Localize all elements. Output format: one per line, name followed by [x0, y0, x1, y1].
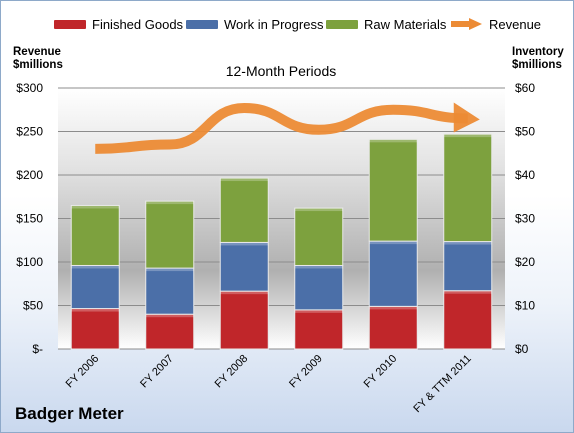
bar-segment [368, 138, 418, 242]
bar-highlight [220, 242, 269, 246]
bar-segment [70, 204, 120, 266]
legend-label: Finished Goods [92, 16, 184, 32]
right-tick-label: $50 [515, 125, 535, 139]
left-tick-label: $300 [16, 81, 43, 95]
bar-highlight [369, 241, 418, 245]
legend-raw-materials: Raw Materials [326, 16, 446, 32]
bar-segment [368, 240, 418, 307]
left-tick-label: $- [32, 342, 43, 356]
category-label: FY 2008 [213, 353, 251, 391]
arrow-icon [451, 18, 482, 30]
left-axis-title: Revenue $millions [13, 46, 63, 72]
bar-segment [145, 267, 195, 315]
right-tick-label: $60 [515, 81, 535, 95]
legend-label: Work in Progress [224, 16, 324, 32]
legend-finished-goods: Finished Goods [54, 16, 183, 32]
bar-highlight [443, 134, 492, 138]
left-tick-label: $150 [16, 212, 43, 226]
right-axis-title: Inventory $millions [512, 46, 564, 72]
right-tick-label: $10 [515, 299, 535, 313]
bar-segment [443, 133, 493, 243]
bar-segment [219, 177, 269, 243]
legend-swatch [186, 19, 218, 29]
legend-work-in-progress: Work in Progress [186, 16, 323, 32]
bar-highlight [71, 205, 120, 209]
right-axis-title-line1: Inventory [512, 46, 564, 58]
left-tick-label: $250 [16, 125, 43, 139]
category-label: FY 2010 [362, 353, 400, 391]
left-tick-label: $50 [23, 299, 43, 313]
category-label: FY & TTM 2011 [411, 353, 474, 416]
bar-segment [294, 264, 344, 311]
right-tick-label: $0 [515, 342, 529, 356]
bar-highlight [220, 178, 269, 182]
right-tick-label: $20 [515, 255, 535, 269]
chart-subtitle: 12-Month Periods [225, 63, 337, 79]
bar-segment [443, 290, 493, 350]
legend-label: Revenue [489, 16, 542, 32]
bar-segment [443, 241, 493, 292]
right-axis-title-line2: $millions [512, 59, 562, 71]
bar-segment [219, 290, 269, 350]
bar-segment [294, 207, 344, 266]
right-tick-label: $30 [515, 212, 535, 226]
bar-highlight [294, 309, 343, 313]
legend-label: Raw Materials [364, 16, 447, 32]
legend-swatch [326, 19, 358, 29]
bar-highlight [145, 268, 194, 272]
bar-highlight [71, 308, 120, 312]
bar-highlight [443, 290, 492, 294]
bar-highlight [443, 241, 492, 245]
bar-highlight [145, 314, 194, 318]
legend-swatch [54, 19, 86, 29]
legend-revenue: Revenue [449, 16, 541, 32]
revenue-line [95, 103, 468, 154]
left-axis-title-line2: $millions [13, 59, 63, 71]
bar-segment [219, 241, 269, 292]
bar-highlight [369, 306, 418, 310]
bar-segment [294, 309, 344, 350]
bar-highlight [369, 139, 418, 143]
bar-segment [70, 308, 120, 350]
bar-highlight [220, 291, 269, 295]
bar-segment [145, 313, 195, 350]
bar-highlight [294, 265, 343, 269]
bar-highlight [71, 265, 120, 269]
category-label: FY 2006 [64, 353, 102, 391]
bar-segment [70, 264, 120, 310]
bar-highlight [145, 201, 194, 205]
category-label: FY 2007 [138, 353, 176, 391]
bar-segment [145, 200, 195, 269]
left-tick-label: $200 [16, 168, 43, 182]
left-axis-title-line1: Revenue [13, 46, 61, 58]
bar-segment [368, 305, 418, 350]
company-name: Badger Meter [15, 404, 124, 423]
revenue-arrowhead [453, 102, 480, 133]
bar-highlight [294, 208, 343, 212]
category-label: FY 2009 [287, 353, 325, 391]
right-tick-label: $40 [515, 168, 535, 182]
left-tick-label: $100 [16, 255, 43, 269]
